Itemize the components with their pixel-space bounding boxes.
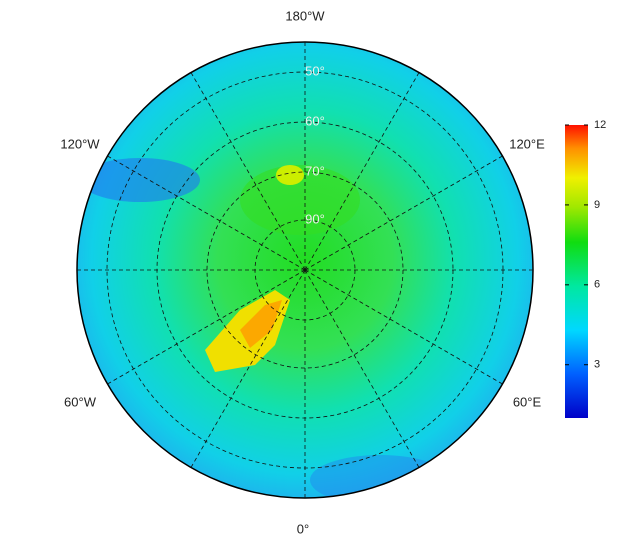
- meridian: [107, 269, 306, 385]
- meridian: [304, 269, 420, 468]
- meridian: [304, 155, 503, 271]
- meridian: [107, 155, 306, 271]
- meridian: [190, 269, 306, 468]
- longitude-label: 180°W: [285, 8, 325, 23]
- latitude-label: 70°: [305, 163, 325, 178]
- longitude-label: 0°: [297, 521, 309, 536]
- colorbar: [565, 125, 588, 418]
- meridian: [304, 72, 420, 271]
- latitude-label: 60°: [305, 113, 325, 128]
- longitude-label: 60°E: [513, 394, 542, 409]
- meridian: [190, 72, 306, 271]
- meridian: [304, 269, 503, 385]
- latitude-label: 90°: [305, 211, 325, 226]
- longitude-label: 60°W: [64, 394, 97, 409]
- latitude-label: 50°: [305, 63, 325, 78]
- colorbar-tick-label: 9: [594, 199, 600, 211]
- colorbar-tick-label: 6: [594, 279, 600, 291]
- colorbar-tick-label: 3: [594, 359, 600, 371]
- longitude-label: 120°E: [509, 136, 545, 151]
- colorbar-tick-label: 12: [594, 119, 606, 131]
- graticule: [77, 42, 533, 498]
- longitude-label: 120°W: [60, 136, 100, 151]
